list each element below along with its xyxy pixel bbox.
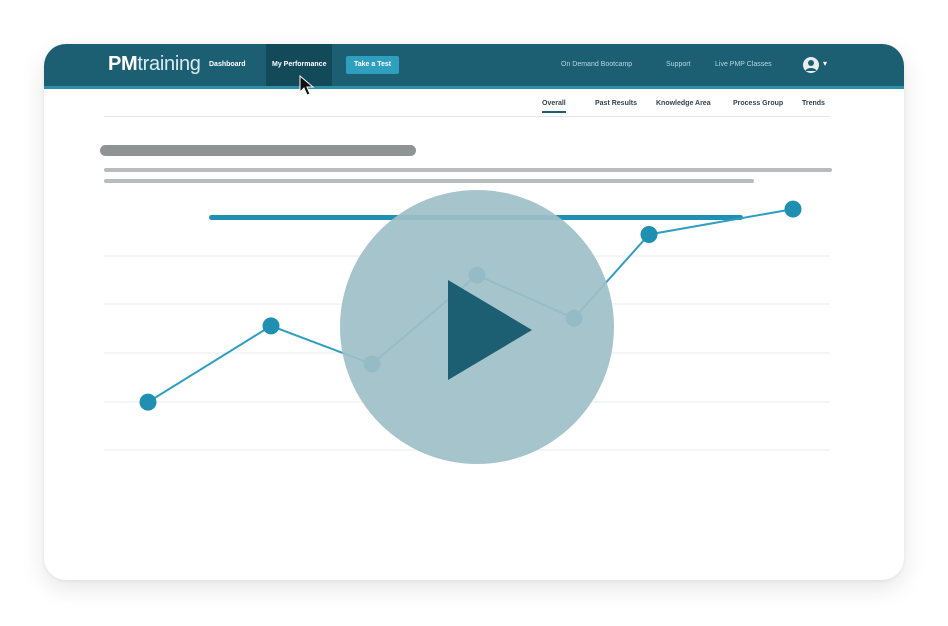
text-placeholder-line [104,179,754,183]
play-icon[interactable] [340,190,614,464]
video-thumbnail-card[interactable]: PMtraining Dashboard My Performance Take… [44,44,904,580]
text-placeholder-line [104,168,832,172]
play-button[interactable] [340,190,614,464]
take-a-test-button[interactable]: Take a Test [346,56,400,74]
tab-overall[interactable]: Overall [542,100,566,113]
nav-my-performance[interactable]: My Performance [266,44,333,86]
user-silhouette-icon [805,60,817,71]
title-placeholder-bar [100,145,416,156]
top-navbar: PMtraining Dashboard My Performance Take… [44,44,904,89]
nav-live-pmp-classes[interactable]: Live PMP Classes [715,61,772,68]
tab-knowledge-area[interactable]: Knowledge Area [656,100,711,107]
mouse-pointer-icon [299,75,315,96]
nav-on-demand-bootcamp[interactable]: On Demand Bootcamp [561,61,633,68]
chart-data-point [784,200,802,218]
chart-data-point [262,317,280,335]
nav-dashboard[interactable]: Dashboard [209,61,246,68]
nav-support[interactable]: Support [666,61,691,68]
pmtraining-logo[interactable]: PMtraining [108,53,201,75]
tab-trends[interactable]: Trends [802,100,825,107]
chart-data-point [139,393,157,411]
tab-past-results[interactable]: Past Results [595,100,638,107]
subtab-divider [104,116,830,117]
chevron-down-icon[interactable]: ▾ [823,59,828,68]
tab-process-group[interactable]: Process Group [733,100,784,107]
user-avatar-icon[interactable] [803,57,819,73]
chart-data-point [640,225,658,243]
